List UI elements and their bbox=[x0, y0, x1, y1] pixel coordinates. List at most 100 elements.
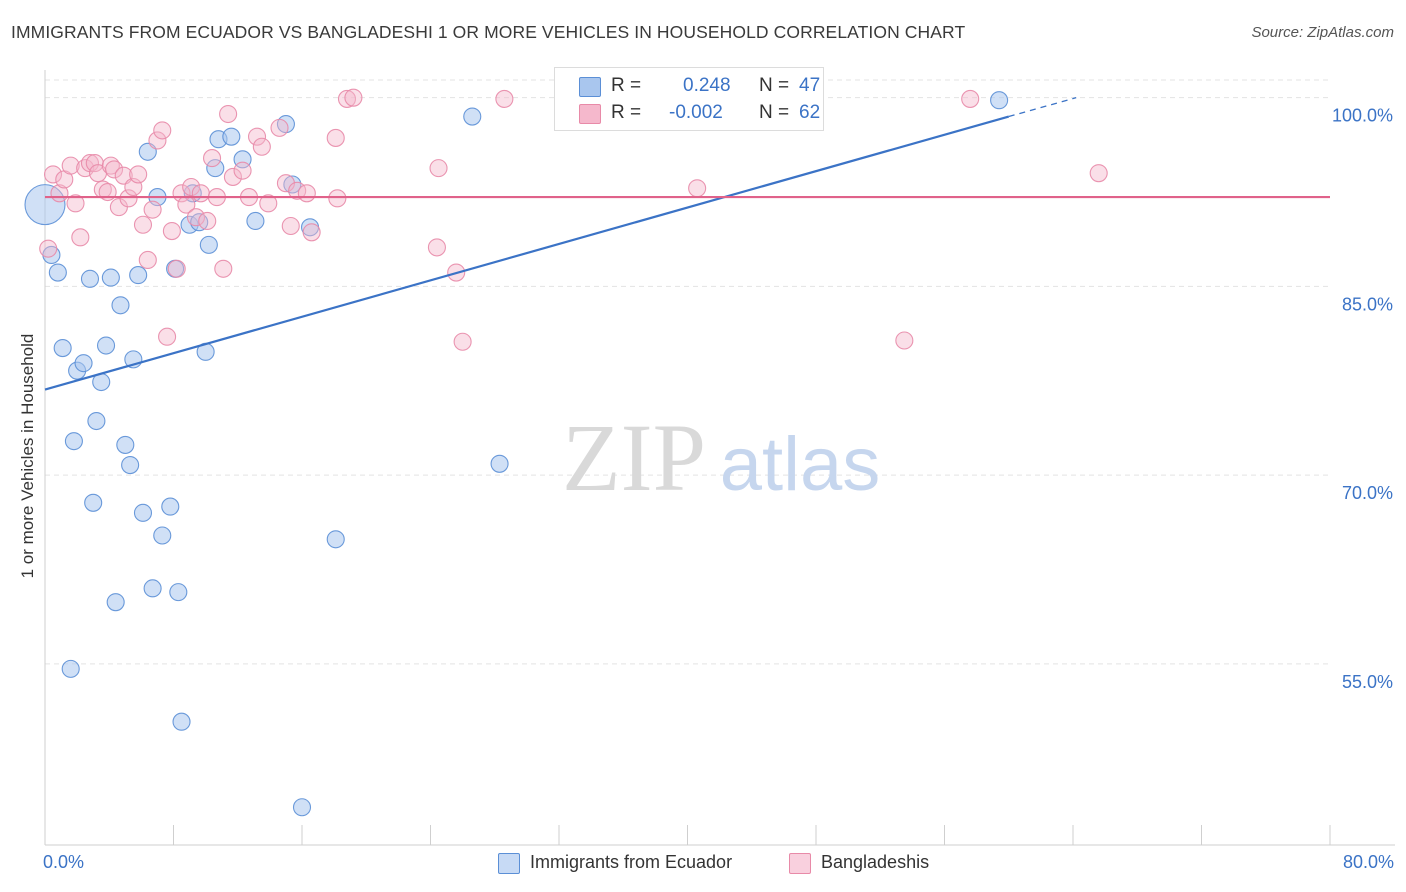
r-value: -0.002 bbox=[669, 102, 723, 123]
point-bangladeshi bbox=[39, 239, 58, 258]
point-bangladeshi bbox=[427, 238, 446, 257]
point-bangladeshi bbox=[129, 165, 148, 184]
point-bangladeshi bbox=[66, 194, 85, 213]
legend-swatch-ecuador bbox=[498, 853, 520, 874]
point-ecuador bbox=[206, 159, 225, 178]
point-bangladeshi bbox=[71, 228, 90, 247]
y-tick-label: 70.0% bbox=[1342, 483, 1393, 503]
point-bangladeshi bbox=[328, 189, 347, 208]
trend-line-ecuador bbox=[44, 115, 1010, 391]
point-ecuador bbox=[326, 530, 345, 549]
point-bangladeshi bbox=[297, 184, 316, 203]
x-tick-label-min: 0.0% bbox=[43, 852, 85, 872]
y-axis-title: 1 or more Vehicles in Household bbox=[18, 333, 37, 579]
point-bangladeshi bbox=[191, 184, 210, 203]
point-ecuador bbox=[61, 659, 80, 678]
r-label: R = bbox=[611, 102, 642, 123]
y-tick-label: 85.0% bbox=[1342, 294, 1393, 314]
point-ecuador bbox=[48, 263, 67, 282]
r-label: R = bbox=[611, 75, 642, 96]
point-bangladeshi bbox=[138, 250, 157, 270]
n-label: N = bbox=[759, 75, 790, 96]
point-bangladeshi bbox=[105, 160, 124, 179]
point-ecuador bbox=[283, 175, 302, 194]
point-ecuador bbox=[106, 593, 125, 612]
n-value: 47 bbox=[799, 75, 821, 96]
chart-source: Source: ZipAtlas.com bbox=[1251, 24, 1394, 41]
point-ecuador bbox=[53, 338, 72, 358]
point-bangladeshi bbox=[252, 137, 271, 156]
r-value: 0.248 bbox=[683, 75, 731, 96]
point-bangladeshi bbox=[429, 159, 448, 178]
point-ecuador bbox=[121, 455, 140, 475]
point-bangladeshi bbox=[203, 149, 222, 168]
point-bangladeshi bbox=[688, 179, 707, 198]
point-ecuador bbox=[111, 296, 130, 315]
point-ecuador bbox=[143, 579, 162, 598]
point-bangladeshi bbox=[61, 156, 80, 175]
point-ecuador bbox=[199, 235, 218, 254]
point-ecuador bbox=[24, 184, 66, 226]
y-tick-label: 55.0% bbox=[1342, 672, 1393, 692]
point-ecuador bbox=[246, 211, 265, 231]
point-bangladeshi bbox=[326, 128, 345, 147]
point-ecuador bbox=[490, 454, 509, 473]
legend-label-ecuador: Immigrants from Ecuador bbox=[530, 852, 733, 872]
ecuador-swatch bbox=[579, 77, 601, 97]
point-bangladeshi bbox=[337, 89, 357, 108]
point-bangladeshi bbox=[219, 104, 238, 124]
point-ecuador bbox=[74, 354, 93, 373]
point-ecuador bbox=[463, 107, 482, 126]
correlation-stats-box: R = 0.248 N = 47 R = -0.002 N = 62 bbox=[554, 67, 824, 131]
y-tick-labels: 55.0% 70.0% 85.0% 100.0% bbox=[1332, 106, 1393, 692]
point-ecuador bbox=[116, 435, 135, 454]
point-bangladeshi bbox=[259, 194, 278, 213]
point-ecuador bbox=[80, 269, 100, 288]
trend-line-ecuador-extension bbox=[1008, 97, 1077, 118]
point-bangladeshi bbox=[85, 154, 104, 173]
point-bangladeshi bbox=[1089, 164, 1108, 183]
watermark-atlas: atlas bbox=[720, 422, 881, 507]
point-ecuador bbox=[133, 503, 153, 522]
watermark: ZIP atlas bbox=[562, 404, 880, 511]
point-bangladeshi bbox=[158, 327, 177, 346]
point-bangladeshi bbox=[233, 161, 252, 180]
legend-label-bangladeshis: Bangladeshis bbox=[821, 852, 930, 872]
point-bangladeshi bbox=[281, 216, 300, 236]
point-bangladeshi bbox=[167, 259, 186, 278]
point-bangladeshi bbox=[961, 89, 980, 108]
legend-swatch-bangladeshis bbox=[789, 853, 811, 874]
point-bangladeshi bbox=[162, 221, 181, 241]
point-bangladeshi bbox=[143, 200, 162, 219]
point-bangladeshi bbox=[453, 332, 472, 351]
point-bangladeshi bbox=[302, 223, 321, 242]
point-bangladeshi bbox=[198, 211, 217, 231]
point-bangladeshi bbox=[344, 88, 363, 107]
point-bangladeshi bbox=[43, 165, 63, 184]
point-ecuador bbox=[87, 411, 106, 431]
point-bangladeshi bbox=[133, 215, 153, 234]
bangladeshi-swatch bbox=[579, 104, 601, 124]
trend-lines bbox=[44, 97, 1330, 391]
n-value: 62 bbox=[799, 102, 821, 123]
point-bangladeshi bbox=[247, 127, 267, 146]
point-bangladeshi bbox=[214, 259, 233, 278]
point-ecuador bbox=[161, 497, 180, 516]
point-bangladeshi bbox=[153, 121, 172, 140]
point-ecuador bbox=[96, 336, 116, 355]
point-bangladeshi bbox=[182, 177, 201, 197]
point-ecuador bbox=[129, 266, 148, 285]
n-label: N = bbox=[759, 102, 790, 123]
chart-title: IMMIGRANTS FROM ECUADOR VS BANGLADESHI 1… bbox=[11, 22, 966, 42]
watermark-zip: ZIP bbox=[562, 404, 706, 511]
point-ecuador bbox=[990, 91, 1009, 110]
point-ecuador bbox=[84, 493, 103, 512]
point-bangladeshi bbox=[270, 118, 289, 137]
point-ecuador bbox=[153, 526, 172, 545]
point-ecuador bbox=[101, 268, 120, 287]
point-bangladeshi bbox=[495, 89, 514, 108]
point-bangladeshi bbox=[186, 208, 206, 227]
point-ecuador bbox=[292, 798, 312, 817]
point-bangladeshi bbox=[223, 167, 242, 186]
